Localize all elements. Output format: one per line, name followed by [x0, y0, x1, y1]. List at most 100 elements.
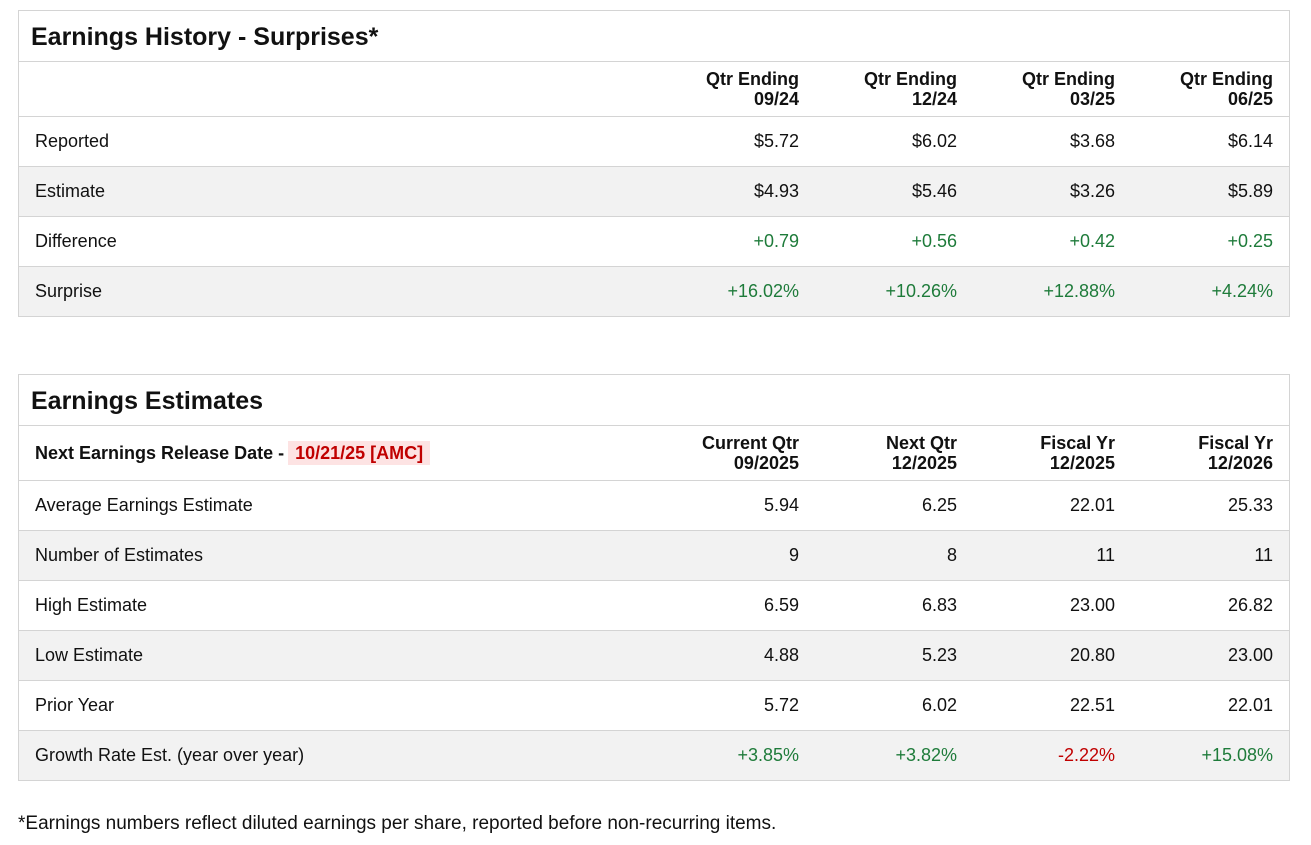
value-cell: +4.24% [1131, 266, 1289, 316]
value-cell: 23.00 [973, 580, 1131, 631]
table-row: Number of Estimates 9 8 11 11 [19, 530, 1289, 581]
value-cell: 23.00 [1131, 630, 1289, 681]
value-cell: 5.72 [657, 680, 815, 731]
column-header: Qtr Ending 03/25 [973, 62, 1131, 117]
value-cell: 6.83 [815, 580, 973, 631]
value-cell: 6.59 [657, 580, 815, 631]
value-cell: +10.26% [815, 266, 973, 316]
value-cell: +3.82% [815, 730, 973, 780]
header-cell: Next Earnings Release Date -10/21/25 [AM… [19, 426, 657, 481]
value-cell: $6.14 [1131, 116, 1289, 167]
row-label: Reported [19, 116, 657, 167]
table-header: Qtr Ending 09/24 Qtr Ending 12/24 Qtr Ending… [19, 62, 1289, 117]
value-cell: 5.23 [815, 630, 973, 681]
column-header: Qtr Ending 09/24 [657, 62, 815, 117]
column-header: Qtr Ending 06/25 [1131, 62, 1289, 117]
column-header-line: 03/25 [1069, 88, 1115, 109]
value-cell: 25.33 [1131, 480, 1289, 531]
header-row: Next Earnings Release Date -10/21/25 [AM… [19, 426, 1289, 481]
row-label: Average Earnings Estimate [19, 480, 657, 531]
value-cell: +16.02% [657, 266, 815, 316]
column-header-line: Fiscal Yr [1040, 432, 1115, 453]
earnings-history-panel: Earnings History - Surprises* Qtr Ending… [18, 10, 1290, 317]
table-row: Surprise +16.02% +10.26% +12.88% +4.24% [19, 266, 1289, 316]
column-header-line: 09/24 [753, 88, 799, 109]
value-cell: +0.42 [973, 216, 1131, 267]
row-label: High Estimate [19, 580, 657, 631]
value-cell: 5.94 [657, 480, 815, 531]
value-cell: 8 [815, 530, 973, 581]
column-header: Fiscal Yr 12/2025 [973, 426, 1131, 481]
value-cell: +0.25 [1131, 216, 1289, 267]
row-label: Estimate [19, 166, 657, 217]
column-header-line: 06/25 [1227, 88, 1273, 109]
column-header-line: Next Qtr [885, 432, 957, 453]
panel-title: Earnings History - Surprises* [19, 11, 1289, 62]
header-row: Qtr Ending 09/24 Qtr Ending 12/24 Qtr Ending… [19, 62, 1289, 117]
data-table: Next Earnings Release Date -10/21/25 [AM… [19, 426, 1289, 780]
table-row: Reported $5.72 $6.02 $3.68 $6.14 [19, 116, 1289, 167]
value-cell: 4.88 [657, 630, 815, 681]
value-cell: 6.02 [815, 680, 973, 731]
table-row: Prior Year 5.72 6.02 22.51 22.01 [19, 680, 1289, 731]
column-header: Qtr Ending 12/24 [815, 62, 973, 117]
table-row: Difference +0.79 +0.56 +0.42 +0.25 [19, 216, 1289, 267]
value-cell: +0.56 [815, 216, 973, 267]
value-cell: -2.22% [973, 730, 1131, 780]
row-label: Prior Year [19, 680, 657, 731]
value-cell: $3.68 [973, 116, 1131, 167]
table-row: High Estimate 6.59 6.83 23.00 26.82 [19, 580, 1289, 631]
row-label: Surprise [19, 266, 657, 316]
value-cell: 9 [657, 530, 815, 581]
value-cell: +3.85% [657, 730, 815, 780]
table-row: Low Estimate 4.88 5.23 20.80 23.00 [19, 630, 1289, 681]
value-cell: $5.72 [657, 116, 815, 167]
column-header-line: 12/2025 [891, 452, 957, 473]
table-body: Average Earnings Estimate 5.94 6.25 22.01 25… [19, 480, 1289, 780]
column-header-line: Qtr Ending [1022, 68, 1115, 89]
column-header-line: 12/2025 [1049, 452, 1115, 473]
value-cell: 22.01 [1131, 680, 1289, 731]
row-label: Low Estimate [19, 630, 657, 681]
column-header-line: 12/24 [911, 88, 957, 109]
table-body: Reported $5.72 $6.02 $3.68 $6.14 Estimate $4.9… [19, 116, 1289, 316]
value-cell: 22.51 [973, 680, 1131, 731]
column-header-line: 09/2025 [733, 452, 799, 473]
column-header-line: Qtr Ending [1180, 68, 1273, 89]
data-table: Qtr Ending 09/24 Qtr Ending 12/24 Qtr Ending… [19, 62, 1289, 316]
column-header: Next Qtr 12/2025 [815, 426, 973, 481]
value-cell: $6.02 [815, 116, 973, 167]
value-cell: 26.82 [1131, 580, 1289, 631]
value-cell: $4.93 [657, 166, 815, 217]
column-header-line: Fiscal Yr [1198, 432, 1273, 453]
value-cell: $3.26 [973, 166, 1131, 217]
footnote: *Earnings numbers reflect diluted earnin… [18, 813, 777, 834]
header-cell [19, 62, 657, 117]
value-cell: +12.88% [973, 266, 1131, 316]
column-header-line: Qtr Ending [864, 68, 957, 89]
table-row: Average Earnings Estimate 5.94 6.25 22.01 25… [19, 480, 1289, 531]
value-cell: $5.89 [1131, 166, 1289, 217]
column-header-line: Qtr Ending [706, 68, 799, 89]
row-label: Number of Estimates [19, 530, 657, 581]
value-cell: +0.79 [657, 216, 815, 267]
row-label: Difference [19, 216, 657, 267]
value-cell: $5.46 [815, 166, 973, 217]
table-row: Growth Rate Est. (year over year) +3.85% +… [19, 730, 1289, 780]
release-label: Next Earnings Release Date - [35, 442, 285, 463]
column-header: Current Qtr 09/2025 [657, 426, 815, 481]
value-cell: 20.80 [973, 630, 1131, 681]
earnings-estimates-panel: Earnings Estimates Next Earnings Release… [18, 374, 1290, 781]
release-date: 10/21/25 [AMC] [288, 440, 431, 465]
row-label: Growth Rate Est. (year over year) [19, 730, 657, 780]
column-header-line: Current Qtr [701, 432, 799, 453]
value-cell: +15.08% [1131, 730, 1289, 780]
column-header: Fiscal Yr 12/2026 [1131, 426, 1289, 481]
panel-title: Earnings Estimates [19, 375, 1289, 426]
value-cell: 22.01 [973, 480, 1131, 531]
value-cell: 6.25 [815, 480, 973, 531]
value-cell: 11 [1131, 530, 1289, 581]
table-header: Next Earnings Release Date -10/21/25 [AM… [19, 426, 1289, 481]
column-header-line: 12/2026 [1207, 452, 1273, 473]
